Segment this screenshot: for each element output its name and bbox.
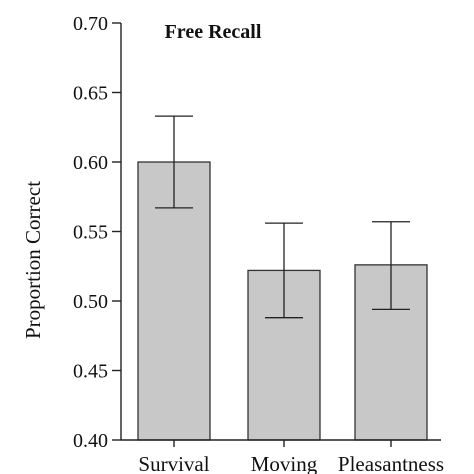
x-tick-label-survival: Survival [138,452,209,474]
y-tick-label: 0.50 [73,291,108,313]
y-tick-label: 0.45 [73,361,108,383]
y-tick-label: 0.65 [73,83,108,105]
y-tick-label: 0.60 [73,152,108,174]
x-tick-label-moving: Moving [251,452,318,474]
y-tick-label: 0.55 [73,222,108,244]
x-tick-label-pleasantness: Pleasantness [338,452,444,474]
y-tick-label: 0.40 [73,430,108,452]
y-axis-label: Proportion Correct [21,181,45,339]
y-tick-label: 0.70 [73,13,108,35]
plot-area: 0.40 0.45 0.50 0.55 0.60 0.65 0.70 Survival Movi… [73,13,444,474]
chart-title: Free Recall [165,21,262,43]
